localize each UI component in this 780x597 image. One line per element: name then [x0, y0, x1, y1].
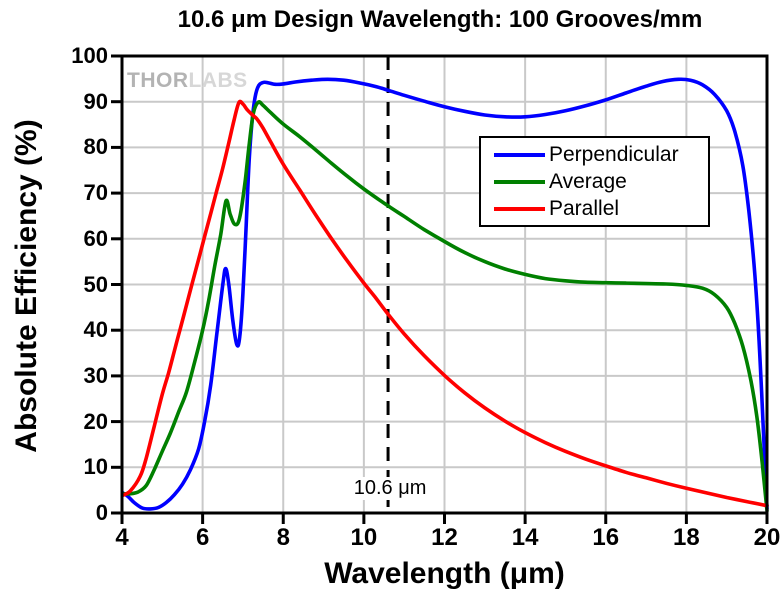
legend-line-sample-parallel — [494, 206, 545, 211]
curves — [121, 77, 769, 513]
x-axis-title: Wavelength (μm) — [324, 557, 565, 590]
x-tick-label: 12 — [431, 524, 458, 551]
y-tick-label: 40 — [83, 317, 108, 343]
y-axis-title: Absolute Efficiency (%) — [10, 119, 43, 453]
x-tick-label: 10 — [350, 524, 378, 551]
y-tick-label: 80 — [83, 134, 108, 160]
y-tick-label: 60 — [83, 225, 108, 251]
design-wavelength-label: 10.6 μm — [347, 477, 433, 500]
x-tick-label: 6 — [195, 524, 210, 551]
x-tick-label: 20 — [753, 524, 780, 551]
y-tick-label: 70 — [83, 180, 108, 206]
legend-label: Average — [549, 169, 627, 193]
thorlabs-watermark: THORLABS — [127, 69, 248, 93]
curve-parallel — [121, 99, 769, 508]
x-tick-label: 8 — [276, 524, 290, 551]
legend-item-parallel: Parallel — [481, 197, 708, 221]
watermark-thor: THOR — [127, 69, 189, 92]
y-tick-label: 90 — [83, 88, 108, 114]
x-tick-label: 16 — [592, 524, 620, 551]
legend-label: Perpendicular — [549, 142, 679, 166]
legend-item-average: Average — [481, 170, 708, 194]
curve-perpendicular — [121, 77, 769, 511]
x-tick-label: 14 — [511, 524, 539, 551]
y-tick-label: 30 — [83, 362, 108, 388]
y-tick-label: 10 — [83, 454, 108, 480]
y-tick-label: 50 — [83, 271, 108, 297]
plot-frame — [120, 54, 769, 515]
y-tick-label: 100 — [71, 43, 108, 68]
y-tick-label: 20 — [83, 408, 108, 434]
tick-marks — [111, 54, 769, 524]
legend: Perpendicular Average Parallel — [479, 136, 710, 227]
chart-title: 10.6 μm Design Wavelength: 100 Grooves/m… — [177, 6, 703, 33]
x-tick-label: 4 — [115, 524, 129, 551]
watermark-labs: LABS — [188, 69, 248, 92]
legend-line-sample-perpendicular — [494, 152, 545, 157]
y-tick-label: 0 — [95, 500, 108, 525]
legend-line-sample-average — [494, 179, 545, 184]
x-tick-label: 18 — [673, 524, 700, 551]
legend-item-perpendicular: Perpendicular — [481, 143, 708, 167]
curve-average — [121, 100, 769, 513]
legend-label: Parallel — [549, 196, 620, 220]
